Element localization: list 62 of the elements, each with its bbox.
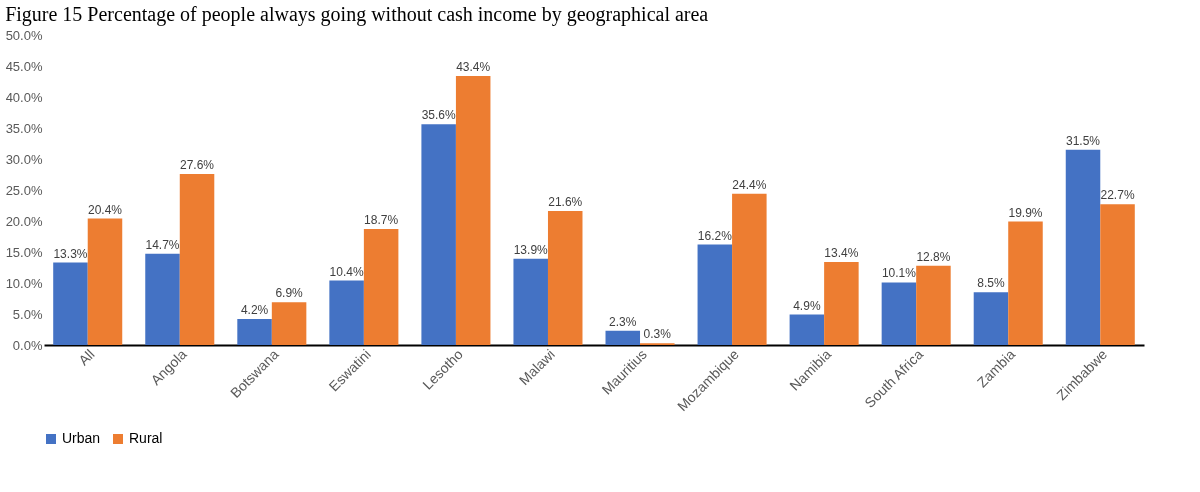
bar <box>421 124 456 345</box>
y-tick-label: 20.0% <box>5 213 43 229</box>
data-label: 12.8% <box>916 249 951 264</box>
y-tick-label: 15.0% <box>5 244 43 260</box>
y-tick-label: 25.0% <box>5 182 43 198</box>
bar <box>271 302 307 345</box>
legend-label: Rural <box>129 430 163 446</box>
x-tick-label: All <box>75 346 98 369</box>
data-label: 10.4% <box>329 264 364 279</box>
bar <box>237 318 272 345</box>
y-tick-label: 0.0% <box>12 337 43 353</box>
y-tick-label: 40.0% <box>5 89 43 105</box>
bar <box>363 229 399 345</box>
data-label: 13.4% <box>824 245 859 260</box>
data-label: 35.6% <box>421 108 457 123</box>
bar <box>916 265 951 345</box>
bar <box>605 330 641 345</box>
data-label: 27.6% <box>180 157 215 172</box>
data-label: 6.9% <box>275 286 304 301</box>
data-label: 31.5% <box>1066 133 1101 148</box>
data-label: 22.7% <box>1100 188 1135 203</box>
data-label: 10.1% <box>881 266 917 281</box>
y-tick-label: 50.0% <box>5 27 43 43</box>
bar <box>53 262 88 345</box>
data-label: 13.9% <box>513 242 549 257</box>
chart-title: Figure 15 Percentage of people always going without cash income by geographical area <box>5 3 709 26</box>
y-tick-label: 30.0% <box>5 151 43 167</box>
data-label: 21.6% <box>548 195 583 210</box>
bar <box>732 193 767 345</box>
data-label: 18.7% <box>364 213 399 228</box>
y-tick-label: 35.0% <box>5 120 43 136</box>
bar <box>697 244 733 345</box>
bar <box>1100 204 1135 345</box>
data-label: 20.4% <box>87 202 123 217</box>
data-label: 2.3% <box>609 314 637 329</box>
y-tick-label: 5.0% <box>12 306 43 322</box>
data-label: 14.7% <box>145 237 180 252</box>
bar <box>881 282 917 345</box>
y-tick-label: 10.0% <box>5 275 43 291</box>
data-label: 4.2% <box>240 302 269 317</box>
data-label: 24.4% <box>732 177 767 192</box>
data-label: 0.3% <box>643 327 672 342</box>
data-label: 4.9% <box>793 298 821 313</box>
bar <box>87 218 123 345</box>
bar <box>145 253 180 345</box>
bar <box>973 292 1009 345</box>
bar <box>789 314 825 345</box>
y-tick-label: 45.0% <box>5 58 43 74</box>
data-label: 8.5% <box>977 276 1005 291</box>
bar <box>1008 221 1043 345</box>
legend-label: Urban <box>62 430 101 446</box>
bar <box>329 280 364 345</box>
data-label: 43.4% <box>456 59 491 74</box>
data-label: 19.9% <box>1008 205 1043 220</box>
bar <box>824 261 859 345</box>
data-label: 13.3% <box>53 246 88 261</box>
bar <box>547 211 583 345</box>
bar <box>179 173 215 345</box>
bar <box>513 258 548 345</box>
data-label: 16.2% <box>697 228 733 243</box>
bar <box>455 75 491 345</box>
bar <box>1065 149 1101 345</box>
